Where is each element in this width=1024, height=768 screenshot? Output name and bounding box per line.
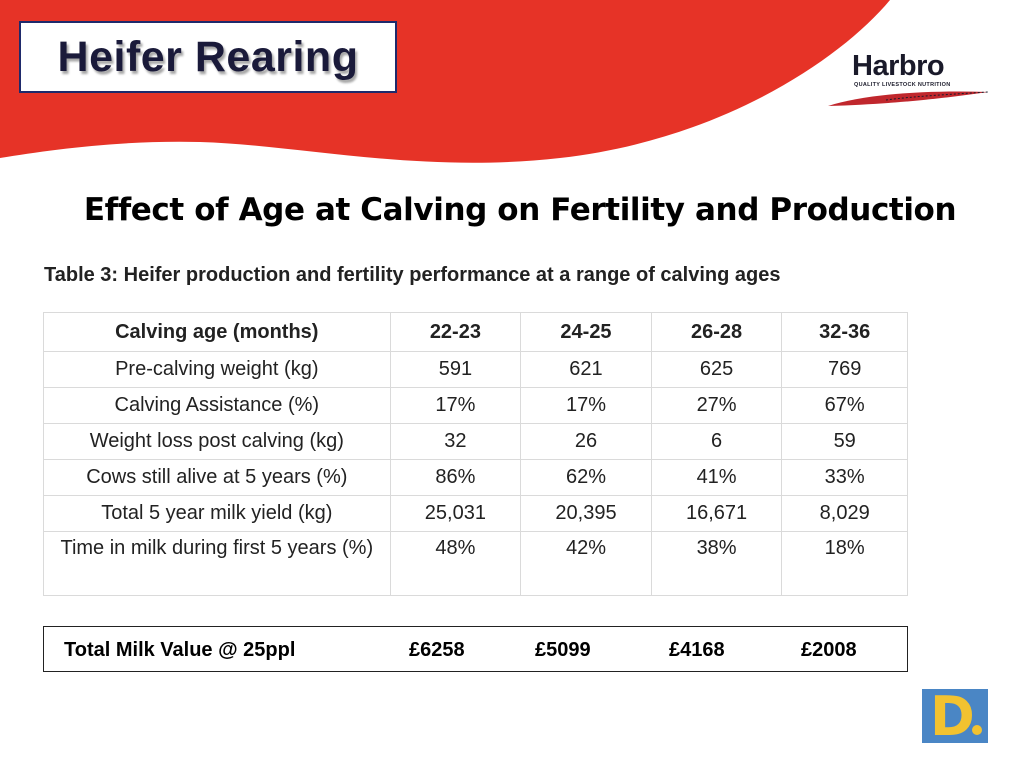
table-cell: 591 [389, 351, 522, 388]
table-cell: 625 [650, 351, 783, 388]
table-row: Pre-calving weight (kg) 591 621 625 769 [43, 351, 908, 388]
slide-title: Heifer Rearing [57, 32, 359, 81]
table-cell: 769 [781, 351, 908, 388]
table-cell: 38% [650, 531, 783, 596]
table-cell: 20,395 [520, 495, 652, 532]
logo-wordmark: Harbro [852, 50, 945, 82]
table-cell: 26 [520, 423, 652, 460]
table-cell: 59 [781, 423, 908, 460]
d-logo-dot [972, 725, 982, 735]
table-cell: 62% [520, 459, 652, 496]
total-value: £5099 [535, 639, 591, 661]
table-cell: 27% [650, 387, 783, 424]
table-row: Weight loss post calving (kg) 32 26 6 59 [43, 423, 908, 460]
data-table: Calving age (months) 22-23 24-25 26-28 3… [43, 312, 908, 596]
total-value: £6258 [409, 639, 465, 661]
total-value: £2008 [801, 639, 857, 661]
d-logo-letter: D [930, 689, 975, 743]
table-cell: 32 [389, 423, 522, 460]
row-label: Weight loss post calving (kg) [43, 423, 391, 460]
table-cell: 67% [781, 387, 908, 424]
header-cell: 26-28 [650, 312, 783, 352]
row-label: Time in milk during first 5 years (%) [43, 531, 391, 596]
table-cell: 48% [389, 531, 522, 596]
title-box: Heifer Rearing [19, 21, 397, 93]
row-label: Cows still alive at 5 years (%) [43, 459, 391, 496]
table-row: Calving Assistance (%) 17% 17% 27% 67% [43, 387, 908, 424]
table-cell: 18% [781, 531, 908, 596]
header-cell: 22-23 [389, 312, 522, 352]
slide-subtitle: Effect of Age at Calving on Fertility an… [83, 192, 957, 228]
total-value: £4168 [669, 639, 725, 661]
d-logo-icon: D [922, 689, 988, 743]
table-row: Cows still alive at 5 years (%) 86% 62% … [43, 459, 908, 496]
table-row: Total 5 year milk yield (kg) 25,031 20,3… [43, 495, 908, 532]
header-cell: 32-36 [781, 312, 908, 352]
table-cell: 86% [389, 459, 522, 496]
header-cell: Calving age (months) [43, 312, 391, 352]
harbro-logo: Harbro QUALITY LIVESTOCK NUTRITION [826, 48, 996, 114]
table-caption: Table 3: Heifer production and fertility… [44, 264, 781, 286]
logo-tagline: QUALITY LIVESTOCK NUTRITION [854, 82, 951, 88]
table-header-row: Calving age (months) 22-23 24-25 26-28 3… [43, 312, 908, 352]
table-row: Time in milk during first 5 years (%) 48… [43, 531, 908, 596]
row-label: Total 5 year milk yield (kg) [43, 495, 391, 532]
table-cell: 17% [520, 387, 652, 424]
row-label: Pre-calving weight (kg) [43, 351, 391, 388]
harbro-swoosh-icon [828, 91, 989, 106]
table-cell: 621 [520, 351, 652, 388]
table-cell: 25,031 [389, 495, 522, 532]
table-cell: 8,029 [781, 495, 908, 532]
table-cell: 33% [781, 459, 908, 496]
total-milk-value-box: Total Milk Value @ 25ppl £6258 £5099 £41… [43, 626, 908, 672]
table-cell: 41% [650, 459, 783, 496]
table-cell: 42% [520, 531, 652, 596]
table-cell: 16,671 [650, 495, 783, 532]
header-cell: 24-25 [520, 312, 652, 352]
table-cell: 6 [650, 423, 783, 460]
total-label: Total Milk Value @ 25ppl [64, 639, 296, 661]
table-cell: 17% [389, 387, 522, 424]
row-label: Calving Assistance (%) [43, 387, 391, 424]
